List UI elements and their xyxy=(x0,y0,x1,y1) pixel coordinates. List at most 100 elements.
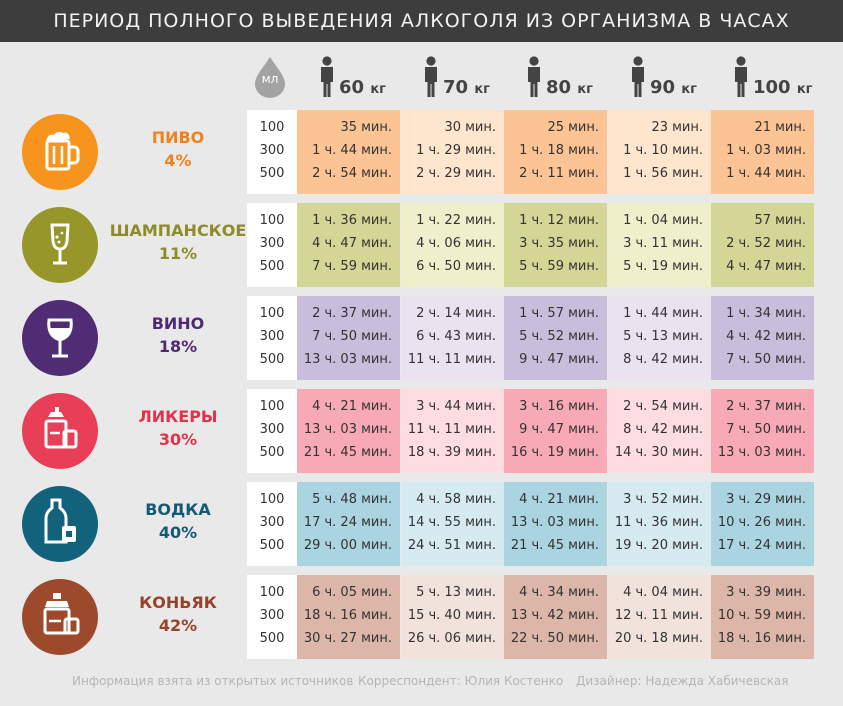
drink-percent: 40% xyxy=(158,523,198,542)
time-value: 10 ч. 59 мин. xyxy=(717,608,806,623)
time-value: 13 ч. 03 мин. xyxy=(717,445,806,460)
time-value: 1 ч. 56 мин. xyxy=(623,166,703,181)
time-cell: 2 ч. 37 мин. 7 ч. 50 мин. 13 ч. 03 мин. xyxy=(711,389,814,473)
time-value: 1 ч. 44 мин. xyxy=(312,143,392,158)
volume-cell: 100 300 500 xyxy=(247,575,297,659)
drink-name: ПИВО 4% xyxy=(108,128,248,170)
time-value: 1 ч. 36 мин. xyxy=(312,213,392,228)
drink-name: ШАМПАНСКОЕ 11% xyxy=(109,221,247,263)
time-value: 13 ч. 03 мин. xyxy=(510,515,599,530)
person-icon xyxy=(735,56,747,97)
time-value: 2 ч. 29 мин. xyxy=(416,166,496,181)
time-value: 4 ч. 47 мин. xyxy=(312,236,392,251)
person-icon xyxy=(528,56,540,97)
time-value: 14 ч. 55 мин. xyxy=(407,515,496,530)
weight-label: 60 кг xyxy=(339,77,386,98)
time-cell: 5 ч. 13 мин. 15 ч. 40 мин. 26 ч. 06 мин. xyxy=(401,575,504,659)
drink-percent: 30% xyxy=(158,430,198,449)
page-title: ПЕРИОД ПОЛНОГО ВЫВЕДЕНИЯ АЛКОГОЛЯ ИЗ ОРГ… xyxy=(0,0,843,42)
drink-row: КОНЬЯК 42% 100 300 500 6 ч. 05 мин. 18 ч. 16 м… xyxy=(0,575,843,659)
person-icon xyxy=(425,56,437,97)
time-value: 11 ч. 36 мин. xyxy=(614,515,703,530)
weight-label: 70 кг xyxy=(443,77,490,98)
weight-header-80: 80 кг xyxy=(526,54,630,102)
volume-value: 300 xyxy=(259,236,285,251)
time-cell: 4 ч. 04 мин. 12 ч. 11 мин. 20 ч. 18 мин. xyxy=(608,575,711,659)
volume-cell: 100 300 500 xyxy=(247,296,297,380)
time-value: 5 ч. 13 мин. xyxy=(623,329,703,344)
volume-value: 100 xyxy=(259,120,285,135)
drink-name: ЛИКЕРЫ 30% xyxy=(108,407,248,449)
time-cell: 2 ч. 37 мин. 7 ч. 50 мин. 13 ч. 03 мин. xyxy=(297,296,400,380)
time-value: 24 ч. 51 мин. xyxy=(407,538,496,553)
time-value: 3 ч. 52 мин. xyxy=(623,492,703,507)
time-value: 4 ч. 06 мин. xyxy=(416,236,496,251)
volume-value: 500 xyxy=(259,352,285,367)
time-value: 5 ч. 13 мин. xyxy=(416,585,496,600)
time-value: 2 ч. 14 мин. xyxy=(416,306,496,321)
drink-icon-circle xyxy=(22,393,98,469)
time-cell: 3 ч. 29 мин. 10 ч. 26 мин. 17 ч. 24 мин. xyxy=(711,482,814,566)
weight-label: 80 кг xyxy=(546,77,593,98)
time-value: 1 ч. 04 мин. xyxy=(623,213,703,228)
time-cell: 1 ч. 04 мин. 3 ч. 11 мин. 5 ч. 19 мин. xyxy=(608,203,711,287)
time-cell: 23 мин. 1 ч. 10 мин. 1 ч. 56 мин. xyxy=(608,110,711,194)
time-value: 8 ч. 42 мин. xyxy=(623,352,703,367)
time-value: 9 ч. 47 мин. xyxy=(519,422,599,437)
time-value: 3 ч. 16 мин. xyxy=(519,399,599,414)
time-cell: 1 ч. 36 мин. 4 ч. 47 мин. 7 ч. 59 мин. xyxy=(297,203,400,287)
time-value: 6 ч. 43 мин. xyxy=(416,329,496,344)
time-value: 16 ч. 19 мин. xyxy=(510,445,599,460)
time-cell: 1 ч. 44 мин. 5 ч. 13 мин. 8 ч. 42 мин. xyxy=(608,296,711,380)
weight-header-90: 90 кг xyxy=(630,54,734,102)
weight-header-70: 70 кг xyxy=(423,54,527,102)
time-cell: 25 мин. 1 ч. 18 мин. 2 ч. 11 мин. xyxy=(504,110,607,194)
time-cell: 1 ч. 12 мин. 3 ч. 35 мин. 5 ч. 59 мин. xyxy=(504,203,607,287)
drink-name: КОНЬЯК 42% xyxy=(108,593,248,635)
time-value: 2 ч. 37 мин. xyxy=(726,399,806,414)
weight-label: 100 кг xyxy=(753,77,813,98)
time-cell: 35 мин. 1 ч. 44 мин. 2 ч. 54 мин. xyxy=(297,110,400,194)
time-value: 5 ч. 59 мин. xyxy=(519,259,599,274)
time-value: 2 ч. 37 мин. xyxy=(312,306,392,321)
time-value: 4 ч. 21 мин. xyxy=(312,399,392,414)
footer-correspondent: Корреспондент: Юлия Костенко xyxy=(358,674,564,688)
volume-value: 100 xyxy=(259,492,285,507)
time-value: 7 ч. 59 мин. xyxy=(312,259,392,274)
time-value: 17 ч. 24 мин. xyxy=(717,538,806,553)
footer-source: Информация взята из открытых источников xyxy=(72,674,354,688)
time-value: 22 ч. 50 мин. xyxy=(510,631,599,646)
time-value: 35 мин. xyxy=(340,120,392,135)
time-cell: 3 ч. 39 мин. 10 ч. 59 мин. 18 ч. 16 мин. xyxy=(711,575,814,659)
time-value: 3 ч. 29 мин. xyxy=(726,492,806,507)
cognac-bottle-icon xyxy=(43,593,80,635)
time-value: 21 мин. xyxy=(754,120,806,135)
liquor-bottle-icon xyxy=(44,407,78,449)
time-value: 7 ч. 50 мин. xyxy=(312,329,392,344)
time-value: 17 ч. 24 мин. xyxy=(303,515,392,530)
time-value: 11 ч. 11 мин. xyxy=(407,352,496,367)
time-cell: 21 мин. 1 ч. 03 мин. 1 ч. 44 мин. xyxy=(711,110,814,194)
time-value: 1 ч. 12 мин. xyxy=(519,213,599,228)
volume-cell: 100 300 500 xyxy=(247,482,297,566)
time-value: 1 ч. 22 мин. xyxy=(416,213,496,228)
volume-value: 300 xyxy=(259,422,285,437)
time-value: 4 ч. 58 мин. xyxy=(416,492,496,507)
volume-value: 100 xyxy=(259,213,285,228)
drink-icon-circle xyxy=(22,114,98,190)
drink-name: ВОДКА 40% xyxy=(108,500,248,542)
time-value: 14 ч. 30 мин. xyxy=(614,445,703,460)
time-value: 4 ч. 42 мин. xyxy=(726,329,806,344)
time-value: 3 ч. 44 мин. xyxy=(416,399,496,414)
time-cell: 1 ч. 57 мин. 5 ч. 52 мин. 9 ч. 47 мин. xyxy=(504,296,607,380)
drink-percent: 18% xyxy=(158,337,198,356)
person-icon xyxy=(321,56,333,97)
time-value: 1 ч. 57 мин. xyxy=(519,306,599,321)
volume-cell: 100 300 500 xyxy=(247,389,297,473)
time-cell: 30 мин. 1 ч. 29 мин. 2 ч. 29 мин. xyxy=(401,110,504,194)
time-value: 15 ч. 40 мин. xyxy=(407,608,496,623)
time-value: 2 ч. 11 мин. xyxy=(519,166,599,181)
volume-value: 100 xyxy=(259,306,285,321)
time-cell: 4 ч. 21 мин. 13 ч. 03 мин. 21 ч. 45 мин. xyxy=(297,389,400,473)
weight-label: 90 кг xyxy=(650,77,697,98)
